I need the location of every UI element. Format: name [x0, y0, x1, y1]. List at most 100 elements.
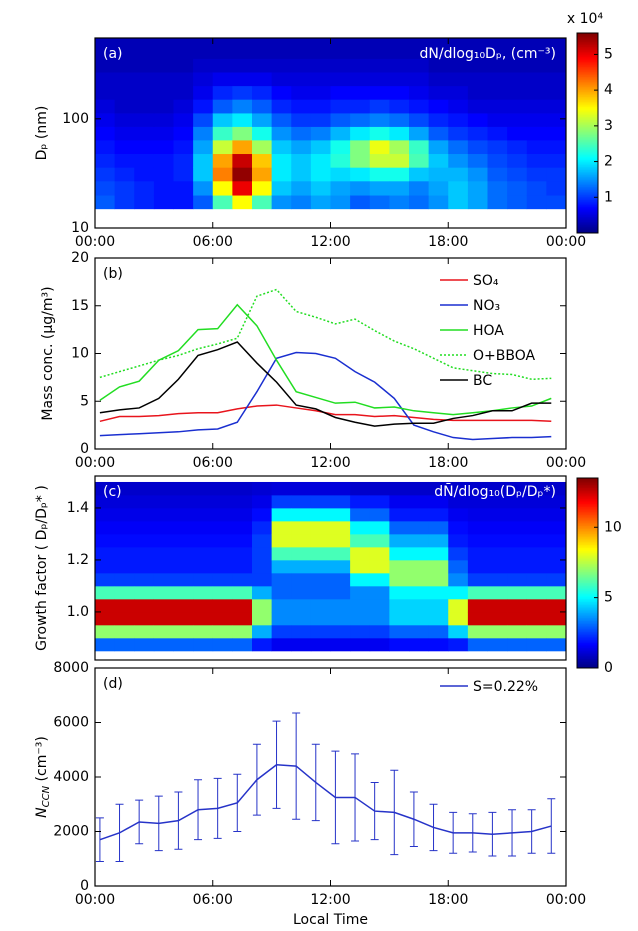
heatmap-cell	[546, 520, 566, 535]
heatmap-cell	[409, 38, 430, 59]
heatmap-cell	[467, 598, 488, 613]
colorbar-step	[577, 574, 598, 577]
colorbar-step	[577, 198, 598, 201]
error-bar	[252, 743, 261, 816]
error-bar	[115, 803, 124, 862]
colorbar-step	[577, 533, 598, 536]
heatmap-cell	[291, 494, 312, 509]
heatmap-cell	[369, 72, 390, 87]
heatmap-cell	[350, 481, 371, 496]
heatmap-cell	[134, 99, 155, 114]
colorbar-step	[577, 94, 598, 97]
y-tick-label: 0	[80, 441, 89, 457]
error-bar	[194, 779, 203, 841]
heatmap-cell	[507, 481, 528, 496]
colorbar-step	[577, 637, 598, 640]
heatmap-cell	[173, 113, 194, 127]
colorbar-step	[577, 644, 598, 647]
heatmap-cell	[448, 572, 469, 587]
heatmap-cell	[173, 195, 194, 210]
colorbar-step	[577, 612, 598, 615]
heatmap-cell	[134, 481, 155, 496]
heatmap-cell	[310, 481, 331, 496]
colorbar-step	[577, 146, 598, 149]
colorbar-step	[577, 485, 598, 488]
heatmap-cell	[409, 72, 430, 87]
heatmap-cell	[212, 126, 233, 141]
colorbar-step	[577, 139, 598, 142]
heatmap-cell	[291, 195, 312, 210]
colorbar-step	[577, 59, 598, 62]
heatmap-cell	[448, 85, 469, 100]
heatmap-cell	[467, 113, 488, 127]
colorbar-step	[577, 34, 598, 37]
heatmap-cell	[487, 520, 508, 535]
heatmap-cell	[153, 167, 174, 182]
heatmap-cell	[350, 180, 371, 196]
heatmap-cell	[232, 598, 253, 613]
heatmap-cell	[507, 38, 528, 59]
heatmap-cell	[114, 598, 135, 613]
colorbar-step	[577, 218, 598, 221]
error-bar	[331, 750, 340, 845]
heatmap-cell	[252, 520, 273, 535]
colorbar-step	[577, 623, 598, 626]
heatmap-cell	[389, 507, 410, 522]
heatmap-cell	[546, 58, 566, 73]
heatmap-cell	[193, 520, 214, 535]
colorbar-step	[577, 33, 598, 36]
colorbar-step	[577, 498, 598, 501]
heatmap-cell	[526, 99, 547, 114]
heatmap-cell	[252, 533, 273, 548]
heatmap-cell	[389, 520, 410, 535]
y-tick-label: 2000	[53, 824, 89, 840]
heatmap-cell	[428, 167, 449, 182]
x-tick-label: 18:00	[428, 234, 468, 250]
colorbar-step	[577, 133, 598, 136]
heatmap-cell	[350, 139, 371, 155]
colorbar-step	[577, 159, 598, 162]
heatmap-cell	[134, 38, 155, 59]
colorbar-step	[577, 604, 598, 607]
heatmap-cell	[291, 99, 312, 114]
heatmap-cell	[173, 99, 194, 114]
heatmap-cell	[546, 113, 566, 127]
heatmap-cell	[95, 113, 116, 127]
heatmap-cell	[330, 85, 351, 100]
heatmap-cell	[369, 85, 390, 100]
colorbar-step	[577, 584, 598, 587]
heatmap-cell	[212, 598, 233, 613]
heatmap-cell	[271, 99, 292, 114]
colorbar-step	[577, 628, 598, 631]
heatmap-cell	[409, 153, 430, 168]
heatmap-cell	[252, 507, 273, 522]
heatmap-cell	[153, 559, 174, 574]
heatmap-cell	[252, 139, 273, 155]
heatmap-cell	[467, 611, 488, 626]
error-bar	[154, 795, 163, 852]
heatmap-cell	[487, 585, 508, 600]
heatmap-cell	[507, 72, 528, 87]
heatmap-cell	[369, 481, 390, 496]
heatmap-cell	[153, 572, 174, 587]
heatmap-cell	[448, 139, 469, 155]
heatmap-cell	[330, 637, 351, 652]
heatmap-cell	[389, 99, 410, 114]
heatmap-cell	[310, 72, 331, 87]
heatmap-cell	[212, 481, 233, 496]
heatmap-cell	[114, 559, 135, 574]
colorbar-step	[577, 203, 598, 206]
colorbar-step	[577, 609, 598, 612]
heatmap-cell	[271, 559, 292, 574]
colorbar-step	[577, 129, 598, 132]
colorbar-step	[577, 542, 598, 545]
heatmap-cell	[212, 559, 233, 574]
error-bar	[213, 777, 222, 839]
heatmap-cell	[350, 195, 371, 210]
colorbar-step	[577, 557, 598, 560]
plot-area	[95, 712, 556, 862]
colorbar-step	[577, 603, 598, 606]
heatmap-cell	[193, 559, 214, 574]
heatmap-cell	[389, 585, 410, 600]
heatmap-cell	[310, 167, 331, 182]
